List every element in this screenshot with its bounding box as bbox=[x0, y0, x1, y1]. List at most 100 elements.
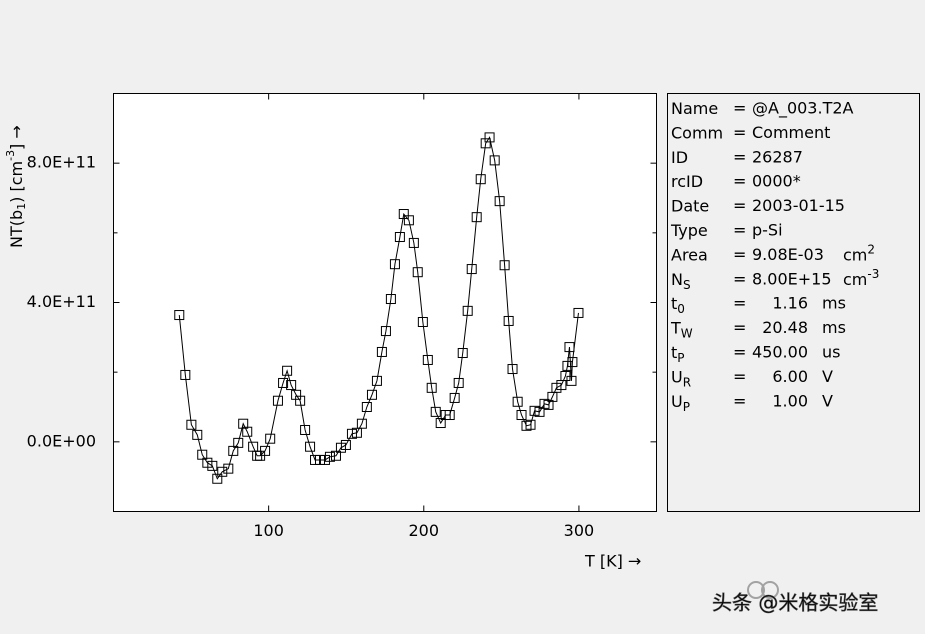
data-line bbox=[178, 136, 579, 480]
data-marker bbox=[174, 310, 185, 321]
data-marker bbox=[426, 382, 437, 393]
info-value: @A_003.T2A bbox=[752, 99, 854, 119]
data-marker bbox=[192, 429, 203, 440]
data-marker bbox=[525, 419, 536, 430]
data-marker bbox=[422, 354, 433, 365]
data-marker bbox=[466, 264, 477, 275]
watermark: 头条 @米格实验室 bbox=[712, 591, 878, 615]
data-marker bbox=[398, 209, 409, 220]
info-key-sub: W bbox=[681, 326, 693, 340]
x-tick-label: 300 bbox=[564, 521, 595, 540]
info-sep: = bbox=[733, 391, 746, 410]
info-key-main: U bbox=[671, 391, 683, 410]
info-value: 2003-01-15 bbox=[752, 196, 845, 215]
data-marker bbox=[207, 460, 218, 471]
info-value: 26287 bbox=[752, 147, 803, 166]
data-marker bbox=[484, 132, 495, 143]
data-marker bbox=[417, 317, 428, 328]
info-sep: = bbox=[733, 99, 746, 118]
data-marker bbox=[389, 259, 400, 270]
data-marker bbox=[217, 466, 228, 477]
data-marker bbox=[512, 396, 523, 407]
data-marker bbox=[385, 294, 396, 305]
info-unit: ms bbox=[822, 318, 846, 337]
y-label-sup: -3 bbox=[4, 150, 17, 161]
info-unit: ms bbox=[822, 294, 846, 313]
data-marker bbox=[408, 237, 419, 248]
info-key-main: Name bbox=[671, 99, 718, 118]
info-unit-main: cm bbox=[843, 269, 867, 288]
info-sep: = bbox=[733, 196, 746, 215]
y-label-end: ] → bbox=[7, 125, 26, 150]
info-value: 450.00 bbox=[752, 343, 808, 362]
info-unit: cm-3 bbox=[843, 266, 879, 288]
data-marker bbox=[453, 377, 464, 388]
info-key-main: Area bbox=[671, 245, 708, 264]
info-key-main: Type bbox=[670, 221, 708, 240]
data-marker bbox=[376, 346, 387, 357]
info-sep: = bbox=[733, 269, 746, 288]
data-marker bbox=[278, 377, 289, 388]
info-key: UP bbox=[671, 391, 690, 413]
x-tick-label: 200 bbox=[409, 521, 440, 540]
info-value: p-Si bbox=[752, 221, 783, 240]
info-sep: = bbox=[733, 318, 746, 337]
info-key-sub: P bbox=[683, 399, 690, 413]
data-marker bbox=[430, 406, 441, 417]
data-marker bbox=[242, 426, 253, 437]
data-marker bbox=[371, 375, 382, 386]
data-marker bbox=[233, 437, 244, 448]
data-marker bbox=[516, 410, 527, 421]
info-value: 8.00E+15 bbox=[752, 269, 832, 288]
x-axis-label: T [K] → bbox=[584, 552, 641, 571]
info-value: 9.08E-03 bbox=[752, 245, 824, 264]
data-marker bbox=[295, 395, 306, 406]
y-tick-label: 0.0E+00 bbox=[27, 431, 96, 450]
data-marker bbox=[305, 441, 316, 452]
info-key: UR bbox=[671, 367, 691, 389]
data-marker bbox=[324, 451, 335, 462]
info-key-main: t bbox=[671, 343, 677, 362]
info-unit: us bbox=[822, 343, 840, 362]
data-marker bbox=[564, 342, 575, 353]
info-sep: = bbox=[733, 294, 746, 313]
info-key: NS bbox=[671, 269, 691, 291]
data-marker bbox=[186, 419, 197, 430]
info-key-main: Comm bbox=[671, 123, 723, 142]
info-key: t0 bbox=[671, 294, 685, 316]
info-sep: = bbox=[733, 123, 746, 142]
data-marker bbox=[566, 375, 577, 386]
info-key: Area bbox=[671, 245, 708, 264]
data-marker bbox=[356, 418, 367, 429]
info-sep: = bbox=[733, 245, 746, 264]
info-key: tP bbox=[671, 343, 685, 365]
info-sep: = bbox=[733, 147, 746, 166]
data-marker bbox=[480, 138, 491, 149]
info-key-sub: S bbox=[683, 277, 691, 291]
info-sep: = bbox=[733, 343, 746, 362]
info-panel bbox=[667, 93, 920, 512]
data-marker bbox=[449, 392, 460, 403]
info-value: 1.16 bbox=[772, 294, 808, 313]
info-value: 6.00 bbox=[772, 367, 808, 386]
data-marker bbox=[300, 424, 311, 435]
data-marker bbox=[489, 155, 500, 166]
info-key: ID bbox=[671, 147, 688, 166]
data-marker bbox=[197, 449, 208, 460]
y-tick-label: 4.0E+11 bbox=[27, 292, 96, 311]
info-unit: V bbox=[822, 367, 833, 386]
data-marker bbox=[475, 174, 486, 185]
info-key-main: T bbox=[670, 318, 681, 337]
y-label-rest: ) [cm bbox=[7, 161, 26, 203]
info-value: 0000* bbox=[752, 172, 801, 191]
data-marker bbox=[471, 212, 482, 223]
data-marker bbox=[366, 389, 377, 400]
data-marker bbox=[282, 365, 293, 376]
data-marker bbox=[457, 348, 468, 359]
info-key-main: rcID bbox=[671, 172, 703, 191]
info-key: Date bbox=[671, 196, 709, 215]
y-tick-label: 8.0E+11 bbox=[27, 153, 96, 172]
data-marker bbox=[265, 433, 276, 444]
info-sep: = bbox=[733, 367, 746, 386]
